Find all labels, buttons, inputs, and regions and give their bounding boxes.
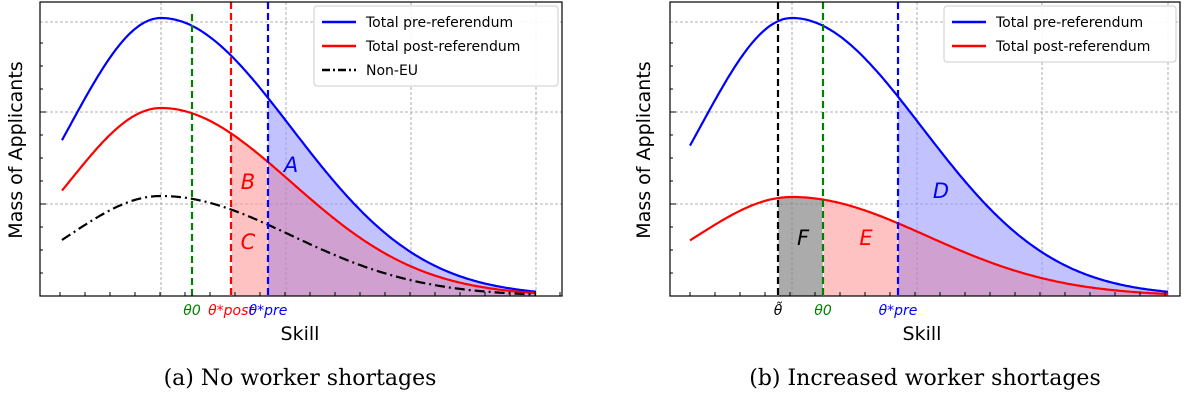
area-A: [268, 97, 536, 294]
legend-label-1: Total post-referendum: [365, 39, 520, 55]
region-label-A: A: [282, 153, 298, 177]
legend-label-2: Non-EU: [366, 63, 418, 79]
x-axis-label: Skill: [281, 323, 320, 345]
caption: (b) Increased worker shortages: [749, 366, 1100, 391]
region-label-C: C: [241, 230, 256, 254]
vline-label-2: θ*pre: [249, 303, 288, 319]
vline-label-0: θ0: [183, 303, 201, 319]
series-line-1: [61, 106, 537, 295]
area-D: [898, 96, 1168, 294]
y-axis-label: Mass of Applicants: [5, 61, 27, 238]
series-line-2: [61, 194, 536, 296]
legend-label-0: Total pre-referendum: [995, 15, 1143, 31]
region-label-F: F: [797, 226, 810, 250]
vline-label-0: θ̃: [774, 301, 783, 319]
area-overlap: [268, 162, 536, 296]
series-line-0: [689, 16, 1169, 293]
region-label-B: B: [241, 170, 255, 194]
area-BC: [231, 133, 268, 296]
series-line-1: [689, 195, 1169, 296]
caption: (a) No worker shortages: [164, 366, 437, 391]
region-label-D: D: [933, 179, 949, 203]
vline-label-1: θ*post: [208, 303, 254, 319]
panel-b: θ̃ θ0 θ*pre D E F Mass of Applicants Skill Total…: [633, 1, 1181, 391]
legend: [943, 5, 1177, 63]
legend: [313, 5, 559, 87]
series-line-0: [61, 16, 537, 293]
legend-label-1: Total post-referendum: [995, 39, 1150, 55]
area-E: [823, 199, 898, 296]
plot-frame: [669, 1, 1181, 297]
area-overlap: [898, 223, 1168, 296]
area-F: [778, 197, 823, 296]
y-axis-label: Mass of Applicants: [633, 61, 655, 238]
legend-label-0: Total pre-referendum: [365, 15, 513, 31]
vline-label-1: θ0: [814, 303, 832, 319]
region-label-E: E: [859, 226, 873, 250]
x-axis-label: Skill: [903, 323, 942, 345]
vline-label-2: θ*pre: [879, 303, 918, 319]
plot-frame: [39, 1, 563, 297]
